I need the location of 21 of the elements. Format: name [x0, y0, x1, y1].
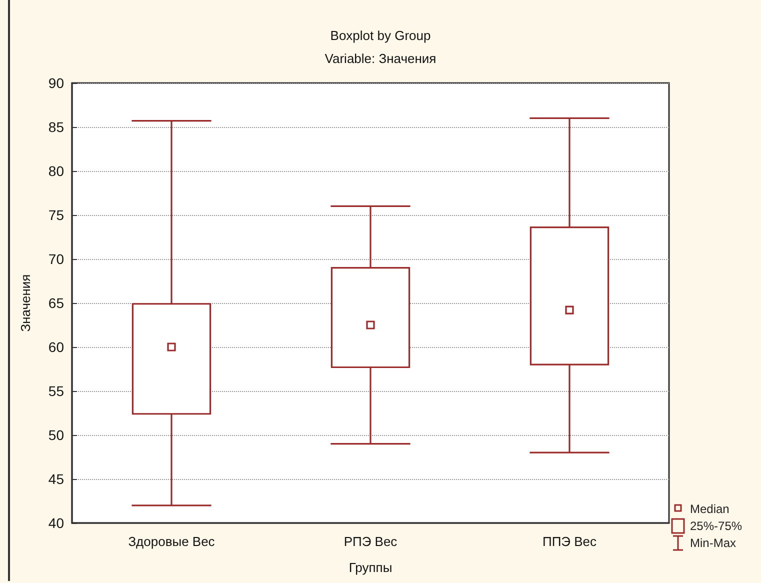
y-tick-label: 40	[48, 515, 64, 531]
x-axis-title: Группы	[348, 560, 392, 575]
y-tick-label: 60	[48, 339, 64, 355]
chart-title: Boxplot by Group	[330, 28, 431, 43]
chart-subtitle: Variable: Значения	[324, 51, 436, 66]
x-tick-label: Здоровые Вес	[128, 534, 216, 549]
y-axis-title: Значения	[18, 274, 33, 332]
y-tick-label: 55	[48, 383, 64, 399]
y-tick-label: 45	[48, 471, 64, 487]
x-tick-label: ППЭ Вес	[542, 534, 598, 549]
text: 25%-75%	[690, 518, 742, 532]
y-tick-label: 85	[48, 119, 64, 135]
y-tick-label: 65	[48, 295, 64, 311]
text: Median	[690, 502, 730, 516]
y-tick-label: 90	[48, 75, 64, 91]
text: Min-Max	[690, 536, 736, 550]
y-tick-label: 50	[48, 427, 64, 443]
y-tick-label: 75	[48, 207, 64, 223]
x-tick-label: РПЭ Вес	[344, 534, 398, 549]
y-tick-label: 70	[48, 251, 64, 267]
y-tick-label: 80	[48, 163, 64, 179]
